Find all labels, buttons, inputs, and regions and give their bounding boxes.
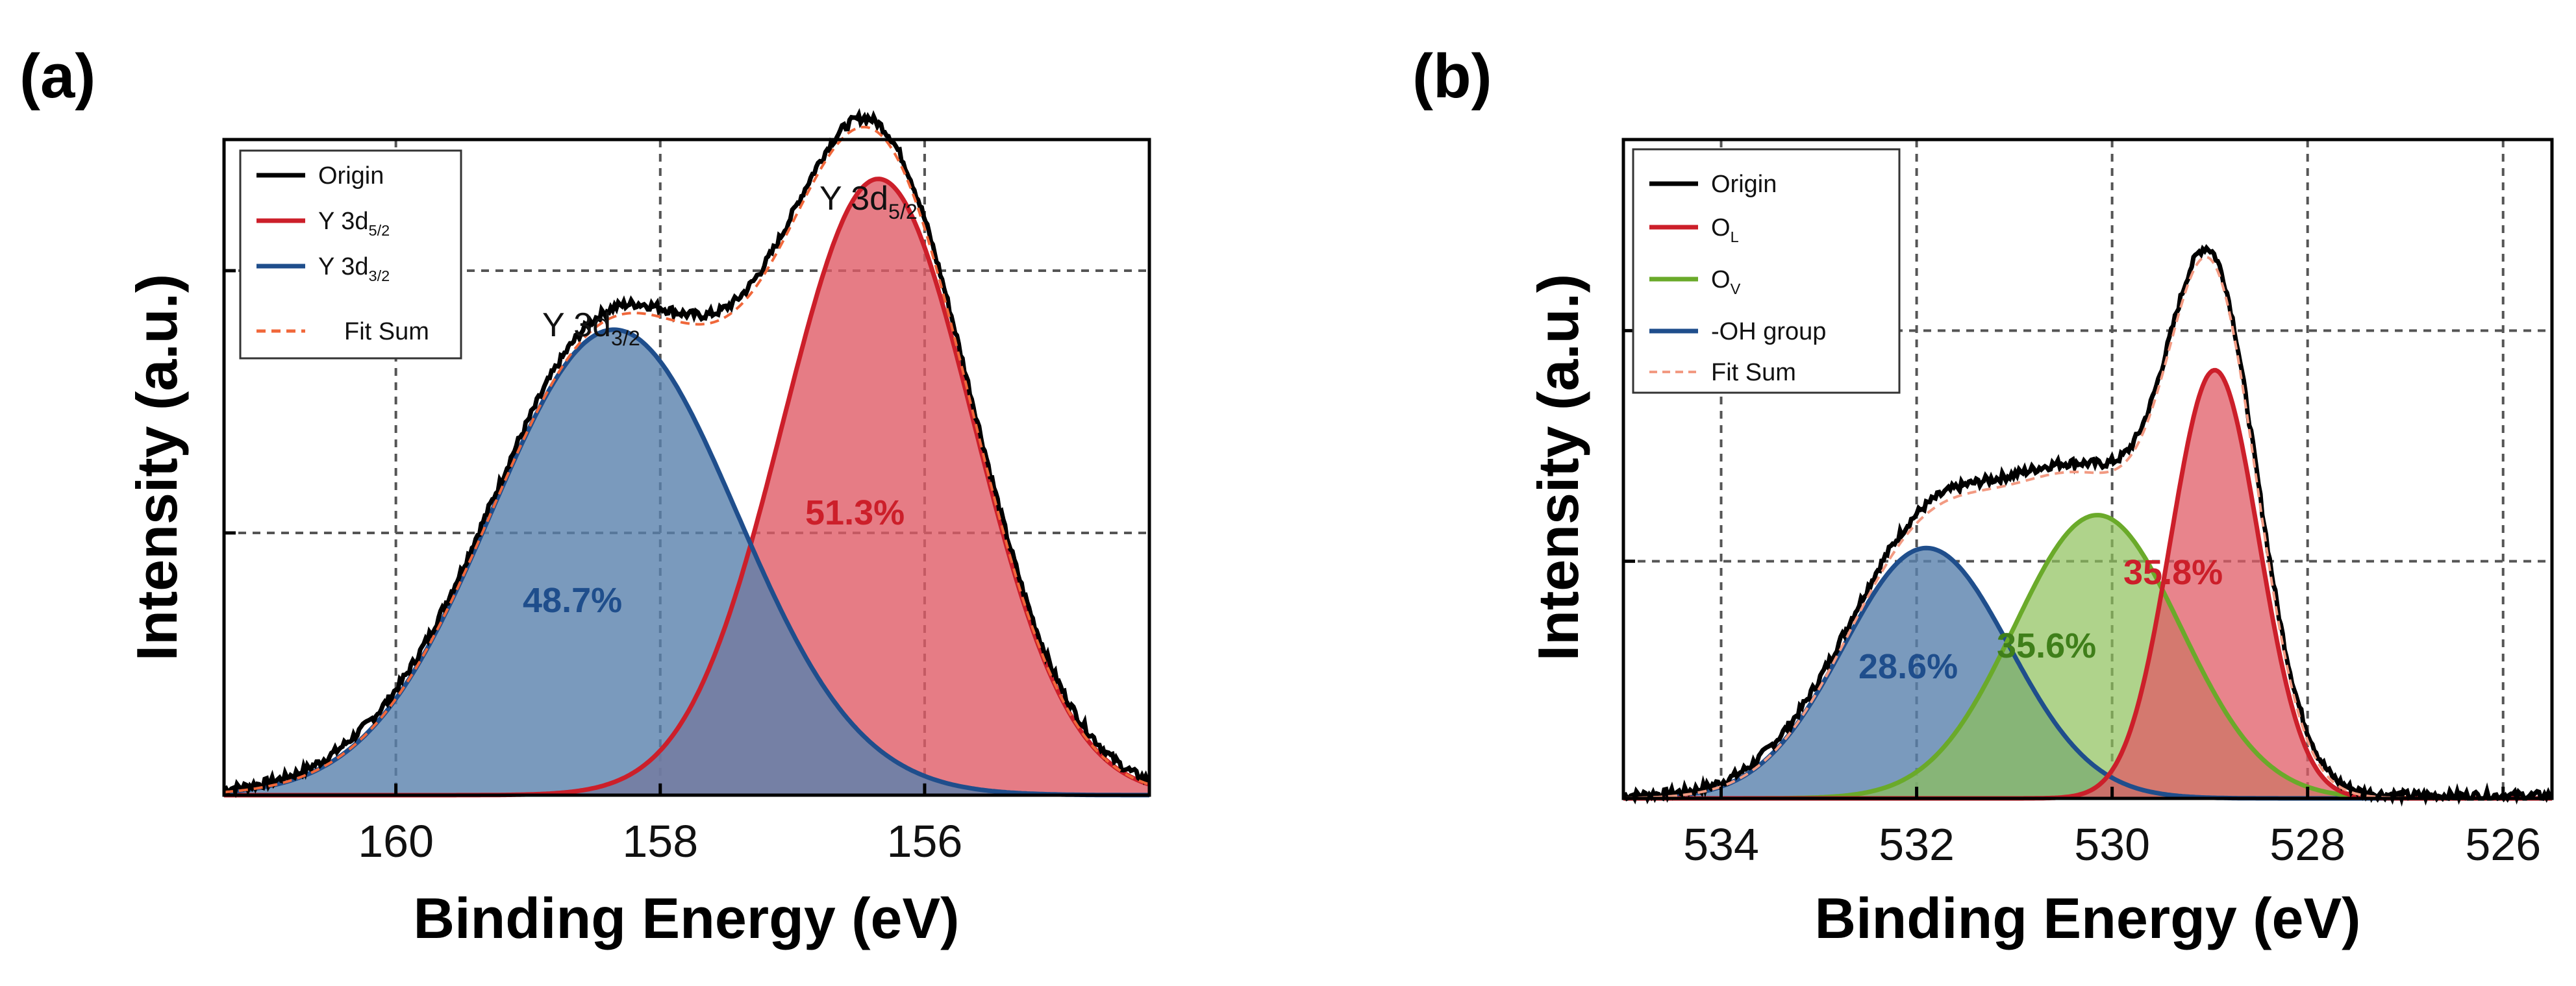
panel-b-ticks: 534 532 530 528 526 xyxy=(1623,328,2541,870)
panel-b-ylabel: Intensity (a.u.) xyxy=(1526,274,1590,661)
x-tick-label: 530 xyxy=(2074,819,2150,870)
component-fill xyxy=(1623,548,2552,798)
legend-a-label-3: Fit Sum xyxy=(344,318,429,345)
panel-a-peak-label-3d32: Y 3d3/2 xyxy=(542,306,640,350)
panel-b-xlabel: Binding Energy (eV) xyxy=(1815,886,2361,950)
origin-curve xyxy=(1622,243,2553,807)
component-fill xyxy=(1623,515,2552,798)
panel-a-label: (a) xyxy=(19,42,95,111)
panel-b-pct-ov: 35.6% xyxy=(1997,626,2096,665)
panel-b-legend-box xyxy=(1632,148,1901,394)
x-tick-label: 528 xyxy=(2270,819,2345,870)
legend-b-label-0: Origin xyxy=(1711,171,1777,198)
x-tick-label: 158 xyxy=(622,816,698,867)
x-tick-label: 534 xyxy=(1683,819,1759,870)
panel-a-pct-3d32: 48.7% xyxy=(523,581,622,620)
origin-curve xyxy=(223,108,1150,798)
panel-a-pct-3d52: 51.3% xyxy=(805,493,905,532)
panel-a-component-fills xyxy=(224,179,1149,796)
panel-b-legend: Origin OL OV -OH group Fit Sum xyxy=(1632,148,1901,394)
panel-a-peak-label-3d52: Y 3d5/2 xyxy=(819,180,918,223)
legend-a-label-2: Y 3d3/2 xyxy=(318,253,390,284)
legend-b-label-1: OL xyxy=(1711,214,1739,245)
x-tick-label: 526 xyxy=(2465,819,2541,870)
panel-a-legend: Origin Y 3d5/2 Y 3d3/2 Fit Sum xyxy=(239,149,462,360)
x-tick-label: 156 xyxy=(887,816,963,867)
panel-a-legend-box xyxy=(239,149,462,360)
panel-a-ylabel: Intensity (a.u.) xyxy=(125,274,189,661)
x-tick-label: 160 xyxy=(358,816,434,867)
panel-b-plot-frame xyxy=(1621,138,2554,800)
x-tick-label: 532 xyxy=(1879,819,1955,870)
fit-sum-curve xyxy=(223,125,1150,794)
panel-b: (b) 534 532 530 528 526 Origin OL OV -OH gro… xyxy=(1412,42,2554,950)
legend-a-label-0: Origin xyxy=(318,162,384,190)
legend-b-label-2: OV xyxy=(1711,266,1741,297)
panel-b-label: (b) xyxy=(1412,42,1492,111)
legend-a-label-1: Y 3d5/2 xyxy=(318,208,390,239)
component-fill xyxy=(224,329,1149,795)
panel-b-component-fills xyxy=(1623,370,2552,798)
panel-a-xlabel: Binding Energy (eV) xyxy=(414,886,960,950)
panel-a-ticks: 160 158 156 xyxy=(224,269,963,867)
legend-b-label-3: -OH group xyxy=(1711,318,1826,345)
component-fill xyxy=(224,179,1149,796)
panel-b-pct-oh: 28.6% xyxy=(1858,647,1958,686)
component-line xyxy=(223,327,1149,798)
panel-a-plot-frame xyxy=(222,138,1151,797)
legend-b-label-4: Fit Sum xyxy=(1711,359,1796,386)
panel-a: (a) 160 158 156 Origin Y 3d5/2 Y 3d3/2 Fit… xyxy=(19,42,1151,950)
panel-b-pct-ol: 35.8% xyxy=(2123,553,2223,592)
